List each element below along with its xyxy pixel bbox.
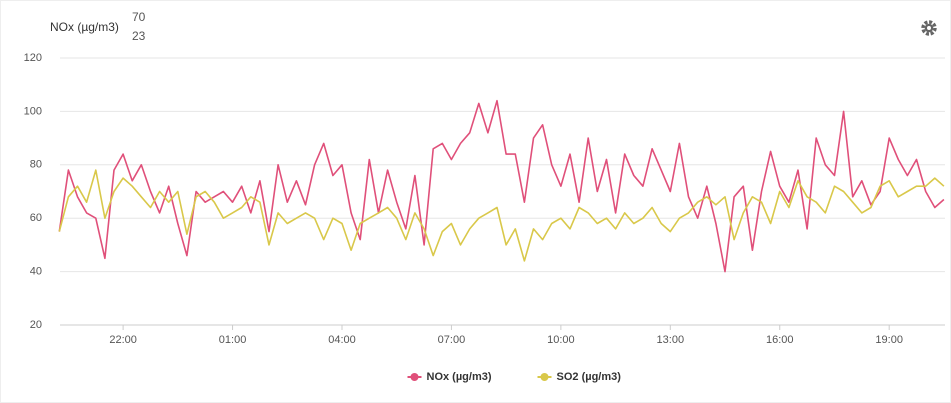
x-tick-label: 07:00 bbox=[438, 334, 466, 346]
y-tick-label: 120 bbox=[24, 52, 42, 64]
x-tick-label: 04:00 bbox=[328, 334, 356, 346]
x-tick-label: 19:00 bbox=[875, 334, 903, 346]
y-tick-label: 20 bbox=[30, 319, 42, 331]
series-line bbox=[58, 169, 945, 262]
settings-icon[interactable] bbox=[921, 20, 937, 36]
y-tick-label: 80 bbox=[30, 159, 42, 171]
legend-label: SO2 (µg/m3) bbox=[557, 371, 622, 383]
x-tick-label: 10:00 bbox=[547, 334, 575, 346]
y-tick-label: 40 bbox=[30, 266, 42, 278]
readout-value: 70 bbox=[132, 10, 146, 24]
series-line bbox=[58, 99, 945, 273]
x-tick-label: 01:00 bbox=[219, 334, 247, 346]
x-tick-label: 22:00 bbox=[109, 334, 137, 346]
x-tick-label: 16:00 bbox=[766, 334, 794, 346]
legend-item: SO2 (µg/m3) bbox=[537, 371, 622, 383]
x-tick-label: 13:00 bbox=[657, 334, 685, 346]
legend-marker bbox=[410, 373, 419, 381]
legend-item: NOx (µg/m3) bbox=[407, 371, 492, 383]
readout-value: 23 bbox=[132, 29, 146, 43]
y-tick-label: 60 bbox=[30, 212, 42, 224]
y-tick-label: 100 bbox=[24, 105, 42, 117]
legend-marker bbox=[540, 373, 549, 381]
legend-label: NOx (µg/m3) bbox=[427, 371, 492, 383]
readout-label: NOx (µg/m3) bbox=[50, 20, 119, 34]
